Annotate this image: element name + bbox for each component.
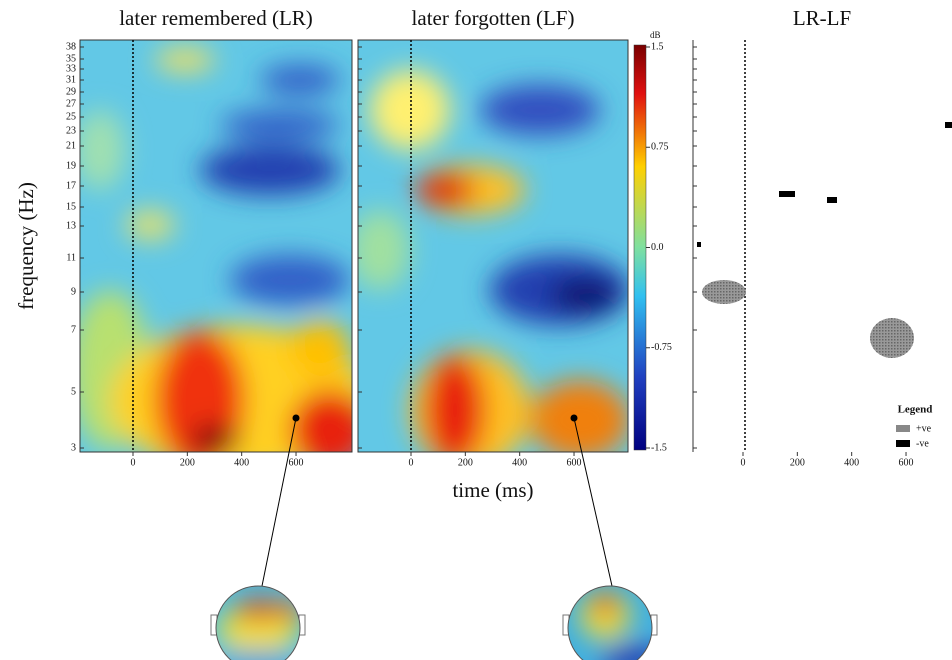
x-tick-label: 0 <box>740 457 745 468</box>
legend-title: Legend <box>898 404 933 416</box>
panel-title: later forgotten (LF) <box>412 6 575 30</box>
x-tick-label: 600 <box>567 457 582 468</box>
panel-title: later remembered (LR) <box>119 6 313 30</box>
legend-swatch <box>896 440 910 447</box>
x-tick-label: 600 <box>289 457 304 468</box>
negative-cluster <box>779 191 795 197</box>
y-tick-label: 29 <box>66 86 76 97</box>
x-tick-label: 200 <box>458 457 473 468</box>
colorbar-tick-label: -1.5 <box>651 442 667 453</box>
y-tick-label: 25 <box>66 111 76 122</box>
heatmap-lr <box>70 40 370 475</box>
y-tick-label: 15 <box>66 201 76 212</box>
y-tick-label: 13 <box>66 220 76 231</box>
y-tick-label: 31 <box>66 74 76 85</box>
negative-cluster <box>697 242 701 247</box>
x-tick-label: 400 <box>512 457 527 468</box>
y-tick-label: 9 <box>71 286 76 297</box>
y-tick-label: 5 <box>71 386 76 397</box>
y-tick-label: 17 <box>66 180 76 191</box>
x-tick-label: 400 <box>234 457 249 468</box>
legend-swatch <box>896 425 910 432</box>
colorbar-tick-label: 1.5 <box>651 41 664 52</box>
colorbar-unit: dB <box>650 30 661 40</box>
colorbar-tick-label: 0.75 <box>651 142 669 153</box>
figure: Legend +ve -ve later remembered (LR) lat… <box>0 0 952 660</box>
y-tick-label: 21 <box>66 140 76 151</box>
positive-cluster <box>702 280 746 304</box>
legend-label: -ve <box>916 438 929 449</box>
colorbar-tick-label: -0.75 <box>651 342 672 353</box>
y-tick-label: 38 <box>66 41 76 52</box>
x-tick-label: 400 <box>844 457 859 468</box>
x-axis-label: time (ms) <box>452 478 533 502</box>
colorbar-tick-label: 0.0 <box>651 242 664 253</box>
x-tick-label: 0 <box>408 457 413 468</box>
y-tick-label: 35 <box>66 53 76 64</box>
negative-cluster <box>827 197 837 203</box>
x-tick-label: 200 <box>180 457 195 468</box>
x-tick-label: 200 <box>790 457 805 468</box>
y-tick-label: 7 <box>71 324 76 335</box>
y-tick-label: 3 <box>71 442 76 453</box>
y-tick-label: 23 <box>66 125 76 136</box>
legend-label: +ve <box>916 423 932 434</box>
x-tick-label: 0 <box>130 457 135 468</box>
negative-cluster <box>945 122 952 128</box>
y-tick-label: 33 <box>66 63 76 74</box>
panel-title: LR-LF <box>793 6 851 30</box>
x-tick-label: 600 <box>899 457 914 468</box>
y-tick-label: 27 <box>66 98 76 109</box>
y-tick-label: 11 <box>66 252 76 263</box>
y-axis-label: frequency (Hz) <box>14 182 38 310</box>
colorbar <box>634 45 646 450</box>
y-tick-label: 19 <box>66 160 76 171</box>
positive-cluster <box>870 318 914 358</box>
heatmap-lf <box>350 40 630 470</box>
